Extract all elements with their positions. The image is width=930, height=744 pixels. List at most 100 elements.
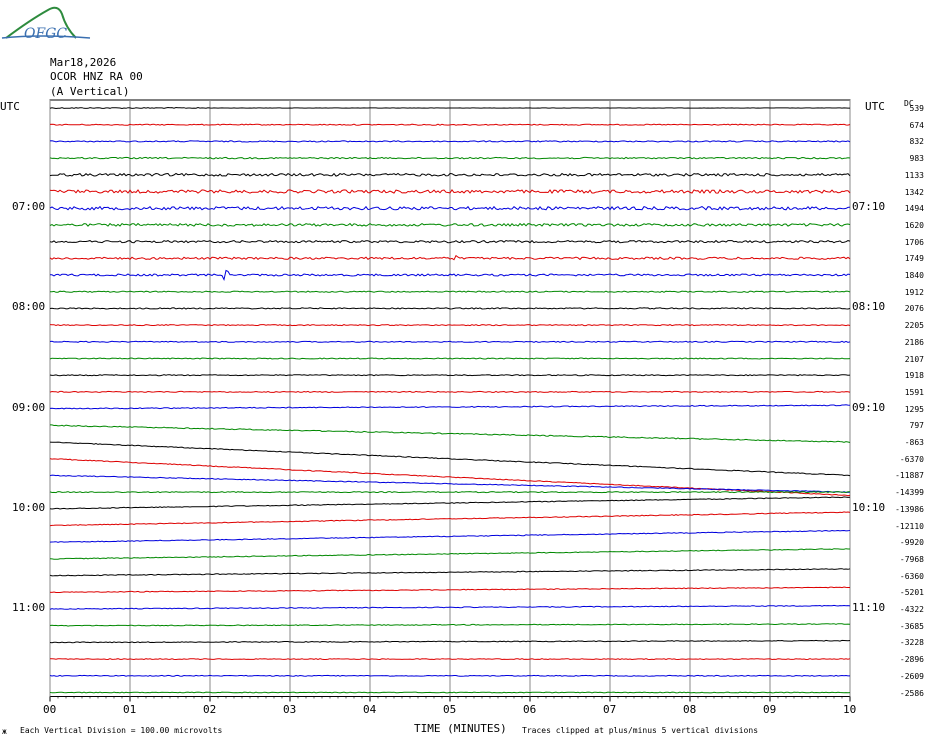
trace-row-2 xyxy=(49,140,851,143)
trace-row-6 xyxy=(49,205,851,211)
footer-scale-note: Each Vertical Division = 100.00 microvol… xyxy=(20,726,223,735)
dc-offset-label: 1918 xyxy=(904,371,924,381)
trace-row-10 xyxy=(50,269,851,281)
trace-row-29 xyxy=(49,586,850,593)
dc-offset-label: 1912 xyxy=(904,287,924,297)
dc-offset-label: -7968 xyxy=(899,554,924,564)
trace-row-15 xyxy=(49,357,851,360)
dc-offset-label: -863 xyxy=(904,438,924,447)
left-hour-label: 11:00 xyxy=(12,601,46,614)
trace-row-24 xyxy=(49,496,851,510)
trace-row-18 xyxy=(49,404,851,410)
trace-row-26 xyxy=(49,529,851,543)
logo-curve xyxy=(1,35,91,39)
dc-offset-label: 2107 xyxy=(904,354,924,364)
dc-offset-label: 1295 xyxy=(904,404,924,414)
dc-offset-label: -2586 xyxy=(899,688,924,698)
x-tick-label: 01 xyxy=(123,702,137,716)
trace-row-34 xyxy=(49,674,850,677)
right-utc-label: UTC xyxy=(865,100,885,113)
trace-row-25 xyxy=(49,511,851,527)
right-hour-label: 10:10 xyxy=(852,500,886,514)
x-tick-label: 02 xyxy=(203,702,217,716)
dc-offset-label: 983 xyxy=(909,154,924,164)
left-hour-label: 09:00 xyxy=(12,400,46,414)
dc-offset-label: -6360 xyxy=(899,571,924,581)
dc-offset-label: -9920 xyxy=(899,538,924,548)
ofgc-logo xyxy=(1,6,91,39)
dc-offset-label: -3228 xyxy=(899,638,924,648)
trace-row-31 xyxy=(49,623,851,627)
trace-row-0 xyxy=(49,106,850,110)
dc-offset-label: 1620 xyxy=(904,220,924,230)
dc-offset-label: -6370 xyxy=(899,454,924,464)
x-tick-label: 09 xyxy=(763,702,777,716)
left-hour-label: 07:00 xyxy=(12,200,46,214)
trace-row-1 xyxy=(49,123,851,126)
dc-offset-label: 797 xyxy=(909,421,924,431)
dc-offset-label: 2205 xyxy=(904,321,924,331)
x-tick-label: 06 xyxy=(523,702,537,716)
x-tick-label: 05 xyxy=(443,702,457,716)
left-utc-label: UTC xyxy=(0,100,20,113)
logo-text: OFGC xyxy=(24,26,68,42)
right-hour-label: 07:10 xyxy=(852,200,886,214)
trace-row-5 xyxy=(49,189,851,195)
trace-row-14 xyxy=(49,340,851,343)
header-component: (A Vertical) xyxy=(50,85,130,98)
trace-row-12 xyxy=(49,307,851,310)
trace-row-7 xyxy=(49,222,851,227)
dc-offset-label: -12110 xyxy=(895,521,924,531)
trace-row-8 xyxy=(49,239,851,244)
trace-row-13 xyxy=(49,324,851,327)
dc-offset-label: 2186 xyxy=(904,337,924,347)
dc-offset-label: 674 xyxy=(909,120,924,130)
dc-offset-label: -3685 xyxy=(899,621,924,631)
right-hour-label: 08:10 xyxy=(852,300,886,314)
right-hour-label: 11:10 xyxy=(852,601,886,614)
x-axis-label: TIME (MINUTES) xyxy=(414,722,507,735)
trace-row-28 xyxy=(49,568,851,577)
dc-offset-label: -4322 xyxy=(899,605,924,614)
left-hour-label: 10:00 xyxy=(12,500,46,514)
trace-row-9 xyxy=(49,254,851,261)
trace-row-30 xyxy=(49,604,851,610)
x-tick-label: 00 xyxy=(43,702,57,716)
dc-offset-label: 1342 xyxy=(904,187,924,197)
footer-mark: ж xyxy=(2,727,7,736)
dc-offset-label: -5201 xyxy=(899,588,924,598)
dc-label: DC xyxy=(904,99,914,108)
trace-row-23 xyxy=(49,491,850,494)
trace-row-3 xyxy=(49,156,851,160)
x-tick-label: 10 xyxy=(843,702,857,716)
trace-row-35 xyxy=(49,691,851,694)
x-tick-label: 08 xyxy=(683,702,697,716)
logo-swoosh xyxy=(5,6,77,39)
dc-offset-label: 1494 xyxy=(904,204,924,214)
header-date: Mar18,2026 xyxy=(50,56,117,69)
trace-row-19 xyxy=(50,424,851,443)
dc-offset-label: 539 xyxy=(909,104,924,113)
left-hour-label: 08:00 xyxy=(12,300,46,314)
trace-row-11 xyxy=(49,290,851,293)
dc-offset-label: 2076 xyxy=(904,304,924,314)
dc-offset-label: -14399 xyxy=(895,488,924,498)
trace-row-20 xyxy=(49,441,851,477)
trace-row-16 xyxy=(49,374,851,377)
dc-offset-label: 1749 xyxy=(904,254,924,264)
trace-row-32 xyxy=(49,639,851,644)
dc-offset-label: -2609 xyxy=(899,671,924,681)
x-tick-label: 07 xyxy=(603,702,617,716)
dc-offset-label: -2896 xyxy=(899,655,924,665)
trace-row-22 xyxy=(49,474,851,493)
trace-row-33 xyxy=(50,658,851,661)
dc-offset-label: 1133 xyxy=(904,170,924,180)
trace-row-4 xyxy=(49,172,851,177)
trace-row-17 xyxy=(49,390,851,393)
footer-clip-note: Traces clipped at plus/minus 5 vertical … xyxy=(522,726,759,735)
header-station: OCOR HNZ RA 00 xyxy=(50,70,143,83)
dc-offset-label: 1840 xyxy=(904,271,924,280)
x-tick-label: 04 xyxy=(363,702,377,716)
right-hour-label: 09:10 xyxy=(852,400,886,414)
x-tick-label: 03 xyxy=(283,702,297,716)
